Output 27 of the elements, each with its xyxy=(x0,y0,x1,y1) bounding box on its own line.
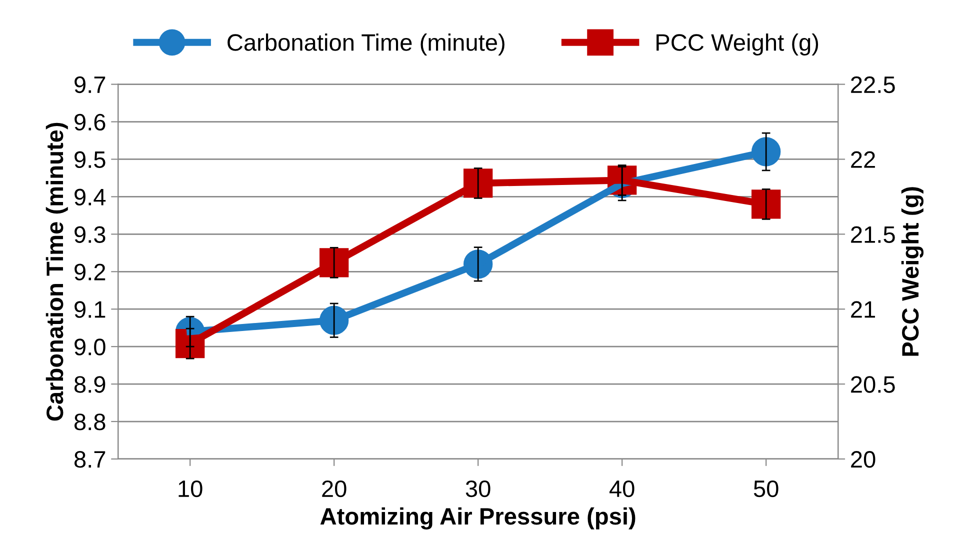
y2-tick-label: 22 xyxy=(851,151,875,168)
x-axis-title: Atomizing Air Pressure (psi) xyxy=(320,507,636,530)
y2-tick-label: 21 xyxy=(851,301,875,318)
y2-tick-label: 20 xyxy=(851,451,876,468)
x-tick-label: 50 xyxy=(754,480,778,498)
legend-label: Carbonation Time (minute) xyxy=(228,34,504,56)
y2-tick-label: 21.5 xyxy=(851,226,895,243)
x-tick-label: 40 xyxy=(609,480,634,498)
y-tick-label: 9.7 xyxy=(74,76,106,94)
y-tick-label: 9.6 xyxy=(74,114,106,131)
y-tick-label: 9.2 xyxy=(74,264,106,280)
y-tick-label: 9.5 xyxy=(74,151,106,168)
y-tick-label: 8.7 xyxy=(74,451,106,468)
x-tick-label: 10 xyxy=(178,480,202,498)
legend-label: PCC Weight (g) xyxy=(656,34,818,56)
y2-tick-label: 22.5 xyxy=(851,76,895,94)
y-tick-label: 8.9 xyxy=(74,376,106,393)
y-tick-label: 8.8 xyxy=(74,414,106,430)
y2-axis-title: PCC Weight (g) xyxy=(901,187,924,356)
x-tick-label: 30 xyxy=(466,480,490,498)
y-tick-label: 9.3 xyxy=(74,226,106,243)
y-tick-label: 9.0 xyxy=(74,338,106,356)
x-tick-label: 20 xyxy=(322,480,346,498)
y2-tick-label: 20.5 xyxy=(851,376,895,393)
y-axis-title: Carbonation Time (minute) xyxy=(46,122,68,421)
y-tick-label: 9.4 xyxy=(74,188,106,206)
y-tick-label: 9.1 xyxy=(74,301,106,318)
